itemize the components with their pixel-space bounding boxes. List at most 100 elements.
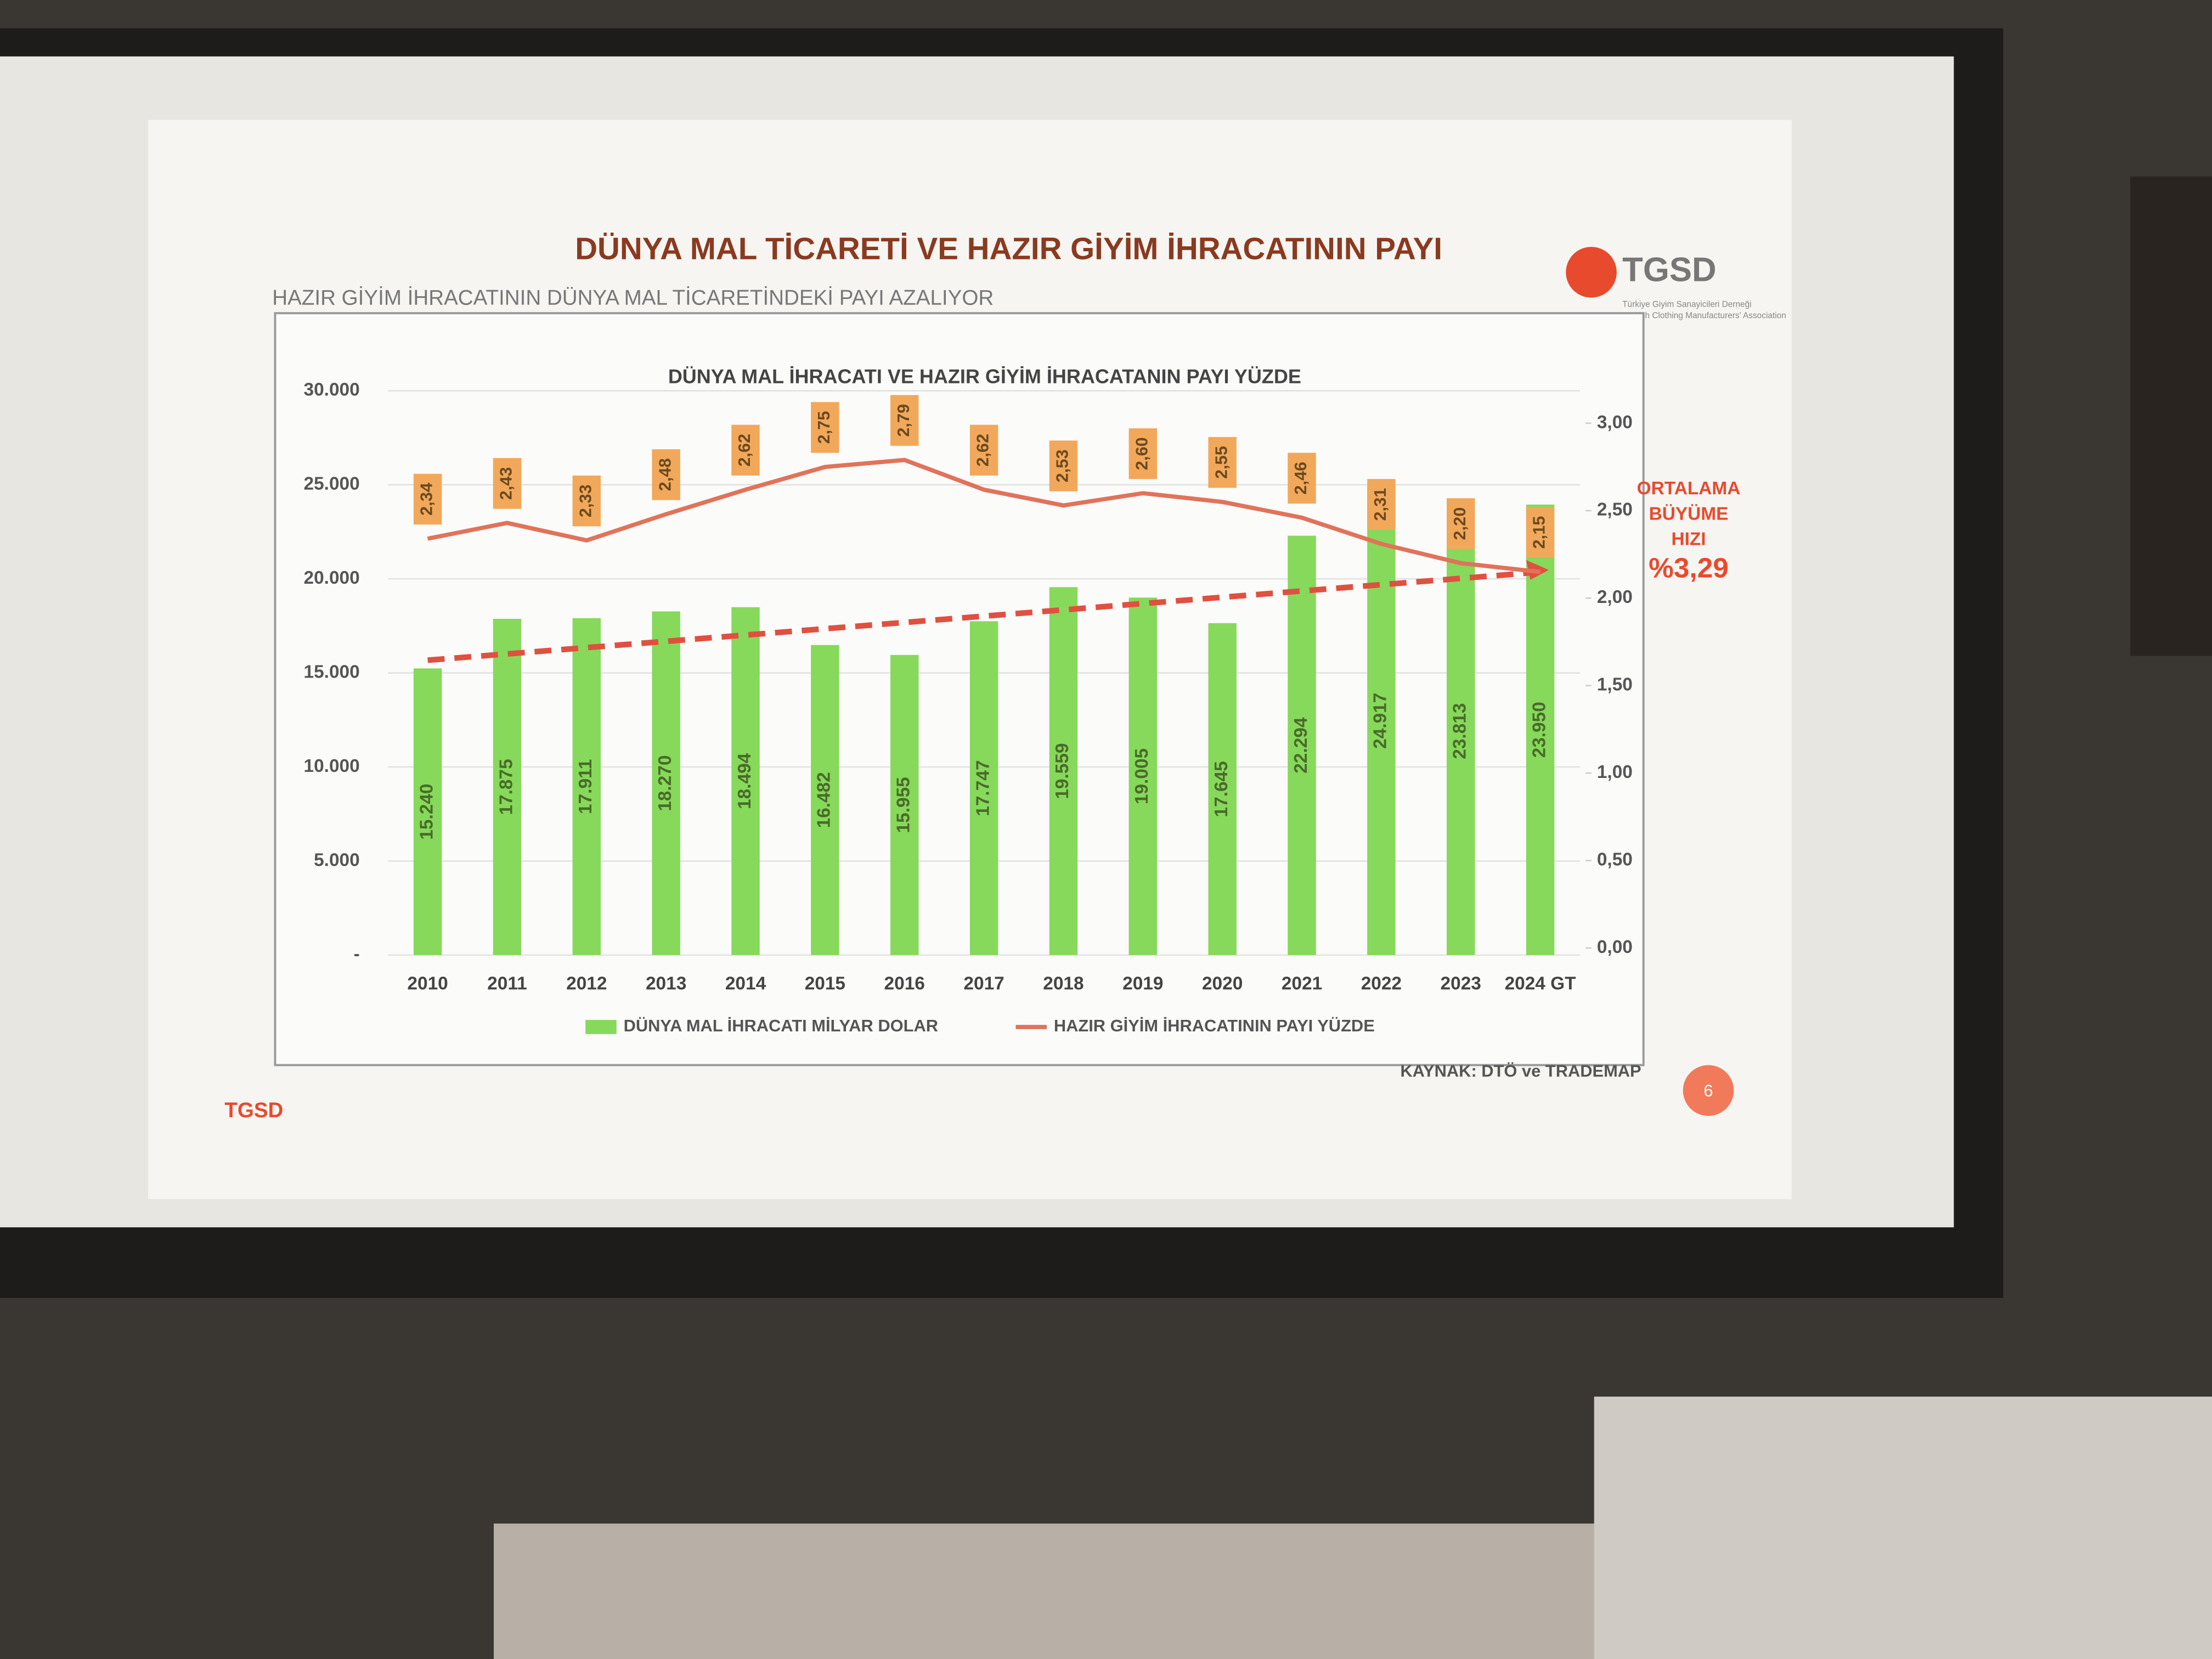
y-tick-label: 30.000	[304, 380, 360, 400]
y-tick-label: 10.000	[304, 756, 360, 776]
bar	[731, 607, 760, 955]
x-tick-label: 2016	[884, 974, 925, 994]
bar	[1208, 623, 1237, 955]
bar-value-label: 19.559	[1052, 743, 1073, 799]
label-box	[493, 458, 522, 509]
y2-tick-label: 2,00	[1597, 587, 1633, 607]
bar	[969, 621, 998, 955]
y2-tick-label: 3,00	[1597, 412, 1633, 432]
page-number: 6	[1703, 1081, 1713, 1100]
bar	[811, 645, 839, 955]
logo-icon	[1566, 247, 1617, 298]
annotation: BÜYÜME	[1649, 504, 1729, 524]
bar-value-label: 18.270	[655, 755, 675, 811]
label-box	[413, 473, 442, 525]
line-value-label: 2,15	[1530, 516, 1549, 549]
y2-tick-label: 1,50	[1597, 675, 1633, 695]
y-tick-label: -	[354, 944, 360, 964]
logo-caption: Türkiye Giyim Sanayicileri Derneği	[1622, 300, 1751, 309]
bar-value-label: 17.911	[575, 759, 596, 814]
bar-value-label: 16.482	[814, 772, 834, 828]
bar-value-label: 17.747	[973, 760, 993, 816]
bar	[652, 611, 680, 955]
footer: TGSD	[224, 1098, 283, 1122]
bar-value-label: 24.917	[1370, 693, 1391, 749]
slide-subtitle: HAZIR GİYİM İHRACATININ DÜNYA MAL TİCARE…	[272, 286, 994, 309]
label-box	[572, 475, 601, 527]
x-tick-label: 2022	[1361, 974, 1402, 994]
line-value-label: 2,46	[1291, 462, 1310, 495]
label-box	[1128, 428, 1157, 479]
bar	[890, 654, 919, 955]
line-value-label: 2,62	[735, 434, 754, 467]
y2-tick-label: 2,50	[1597, 500, 1633, 520]
line-value-label: 2,33	[575, 484, 595, 517]
bar	[493, 619, 522, 955]
bar-value-label: 22.294	[1291, 717, 1311, 774]
line-value-label: 2,60	[1132, 437, 1151, 470]
annotation: %3,29	[1649, 551, 1729, 583]
legend-label: HAZIR GİYİM İHRACATININ PAYI YÜZDE	[1054, 1016, 1375, 1035]
y-tick-label: 20.000	[304, 568, 360, 588]
picture-frame	[2130, 176, 2212, 656]
label-box	[1049, 441, 1078, 492]
page-badge	[1683, 1065, 1734, 1116]
label-box	[1526, 507, 1555, 558]
bar-value-label: 18.494	[735, 753, 755, 809]
line-value-label: 2,79	[894, 404, 913, 437]
label-box	[652, 449, 680, 500]
line-value-label: 2,31	[1370, 488, 1390, 521]
bar	[1288, 535, 1316, 955]
bar	[1128, 597, 1157, 955]
chart-title: DÜNYA MAL İHRACATI VE HAZIR GİYİM İHRACA…	[668, 365, 1301, 388]
bar-value-label: 17.875	[496, 759, 516, 815]
x-tick-label: 2014	[725, 974, 766, 994]
bar	[572, 618, 601, 955]
bar	[413, 668, 442, 955]
x-tick-label: 2013	[646, 974, 686, 994]
x-tick-label: 2020	[1202, 974, 1243, 994]
x-tick-label: 2010	[407, 974, 448, 994]
x-tick-label: 2021	[1282, 974, 1322, 994]
label-box	[731, 425, 760, 476]
x-tick-label: 2018	[1043, 974, 1084, 994]
bar-value-label: 23.813	[1450, 703, 1470, 759]
label-box	[1288, 453, 1316, 504]
y-tick-label: 25.000	[304, 474, 360, 494]
y2-tick-label: 1,00	[1597, 762, 1633, 782]
y2-tick-label: 0,00	[1597, 937, 1633, 957]
bar-value-label: 23.950	[1529, 702, 1549, 758]
bar	[1526, 504, 1555, 955]
label-box	[1447, 498, 1475, 549]
y-tick-label: 15.000	[304, 662, 360, 682]
line-value-label: 2,75	[814, 411, 833, 444]
line-value-label: 2,43	[496, 467, 516, 500]
y-tick-label: 5.000	[314, 850, 360, 870]
label-box	[1367, 479, 1396, 530]
logo-caption: Turkish Clothing Manufacturers' Associat…	[1622, 311, 1786, 320]
annotation: HIZI	[1671, 529, 1706, 550]
line-value-label: 2,34	[417, 483, 436, 516]
source: KAYNAK: DTÖ ve TRADEMAP	[1400, 1061, 1641, 1080]
x-tick-label: 2017	[963, 974, 1004, 994]
legend-swatch	[585, 1020, 617, 1034]
x-tick-label: 2019	[1122, 974, 1163, 994]
bar	[1367, 486, 1396, 955]
line	[427, 458, 1541, 574]
chart-frame	[274, 312, 1645, 1066]
legend-label: DÜNYA MAL İHRACATI MİLYAR DOLAR	[624, 1016, 939, 1035]
line-value-label: 2,20	[1450, 507, 1469, 540]
trend-line	[427, 569, 1532, 663]
line-value-label: 2,53	[1053, 449, 1072, 482]
logo: TGSD	[1622, 251, 1716, 289]
label-box	[890, 395, 919, 446]
label-box	[969, 425, 998, 476]
y2-tick-label: 0,50	[1597, 849, 1633, 870]
slide-title: DÜNYA MAL TİCARETİ VE HAZIR GİYİM İHRACA…	[575, 232, 1442, 266]
laptop	[1594, 1396, 2212, 1659]
line-value-label: 2,55	[1211, 446, 1231, 479]
line-value-label: 2,48	[655, 458, 674, 491]
x-tick-label: 2012	[566, 974, 607, 994]
